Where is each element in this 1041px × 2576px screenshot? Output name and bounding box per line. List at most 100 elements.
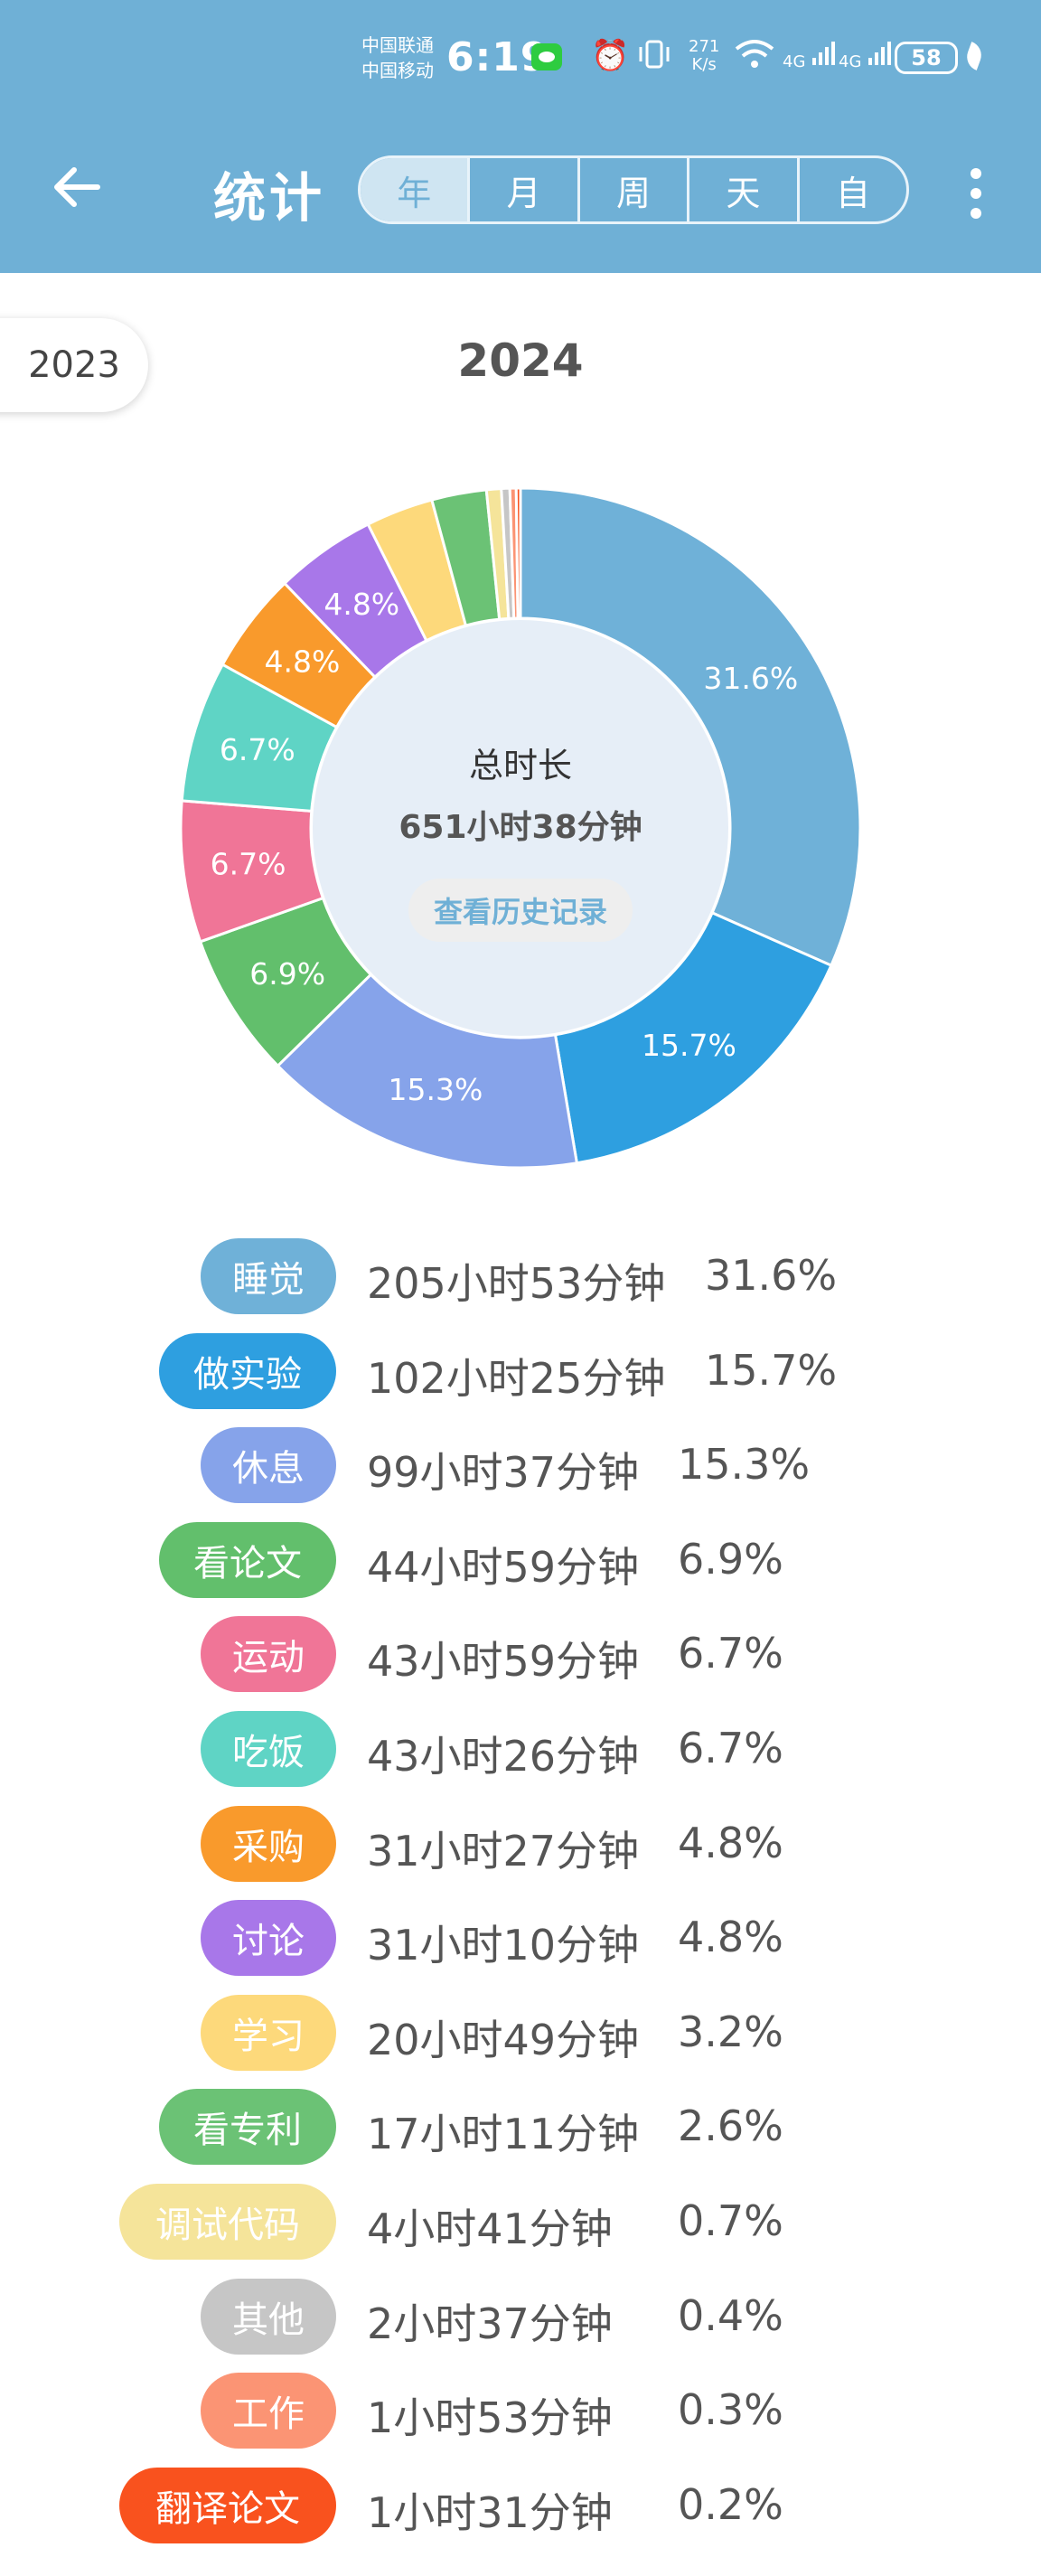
category-duration: 2小时37分钟 bbox=[367, 2299, 613, 2348]
donut-slice[interactable] bbox=[276, 973, 579, 1170]
donut-slice-label: 15.3% bbox=[389, 1072, 483, 1107]
tab-year[interactable]: 年 bbox=[361, 158, 471, 221]
page-title: 统计 bbox=[213, 167, 326, 229]
carrier-info: 中国联通 中国移动 bbox=[361, 33, 434, 83]
category-percent: 3.2% bbox=[678, 2007, 783, 2056]
category-duration: 1小时53分钟 bbox=[367, 2393, 613, 2443]
battery-icon: 58 bbox=[895, 42, 958, 74]
category-pill: 做实验 bbox=[159, 1332, 336, 1409]
more-dot-icon bbox=[971, 208, 981, 219]
battery-level: 58 bbox=[911, 45, 942, 71]
tab-custom[interactable]: 自 bbox=[835, 173, 870, 213]
category-percent: 31.6% bbox=[705, 1251, 838, 1300]
category-pill: 翻译论文 bbox=[119, 2467, 336, 2543]
category-duration: 31小时10分钟 bbox=[367, 1921, 640, 1970]
category-duration: 1小时31分钟 bbox=[367, 2487, 613, 2537]
category-duration: 31小时27分钟 bbox=[367, 1826, 640, 1876]
category-row[interactable]: 学习 20小时49分钟 3.2% bbox=[0, 1994, 1041, 2071]
category-percent: 0.2% bbox=[678, 2479, 783, 2529]
donut-slice[interactable] bbox=[519, 486, 862, 968]
donut-slice-label: 4.8% bbox=[324, 587, 399, 622]
category-row[interactable]: 吃饭 43小时26分钟 6.7% bbox=[0, 1711, 1041, 1787]
donut-slice-label: 31.6% bbox=[703, 661, 798, 696]
view-history-button[interactable]: 查看历史记录 bbox=[408, 879, 633, 942]
back-button[interactable] bbox=[45, 155, 127, 228]
donut-slice-label: 6.9% bbox=[249, 956, 325, 992]
period-tabs: 年 月 周 天 自 bbox=[358, 155, 909, 224]
category-row[interactable]: 采购 31小时27分钟 4.8% bbox=[0, 1805, 1041, 1882]
category-duration: 205小时53分钟 bbox=[367, 1259, 666, 1308]
category-percent: 0.4% bbox=[678, 2290, 783, 2340]
category-duration: 4小时41分钟 bbox=[367, 2205, 613, 2253]
vibrate-icon bbox=[636, 38, 672, 79]
category-percent: 2.6% bbox=[678, 2101, 783, 2151]
category-pill: 调试代码 bbox=[119, 2184, 336, 2260]
carrier-1: 中国联通 bbox=[361, 34, 434, 56]
donut-slice-label: 15.7% bbox=[642, 1028, 736, 1063]
network-speed-value: 271 bbox=[689, 37, 720, 56]
category-duration: 44小时59分钟 bbox=[367, 1542, 640, 1592]
donut-slice[interactable] bbox=[514, 486, 522, 620]
category-duration: 43小时26分钟 bbox=[367, 1732, 640, 1781]
network-speed-unit: K/s bbox=[691, 55, 717, 74]
alarm-icon: ⏰ bbox=[591, 38, 630, 74]
category-row[interactable]: 休息 99小时37分钟 15.3% bbox=[0, 1427, 1041, 1504]
category-percent: 15.3% bbox=[678, 1440, 811, 1490]
category-percent: 6.9% bbox=[678, 1534, 783, 1584]
network-type-1: 4G bbox=[783, 52, 806, 71]
category-pill: 讨论 bbox=[201, 1900, 336, 1977]
category-percent: 0.3% bbox=[678, 2385, 783, 2435]
category-row[interactable]: 看论文 44小时59分钟 6.9% bbox=[0, 1521, 1041, 1598]
category-pill: 吃饭 bbox=[201, 1711, 336, 1787]
category-pill: 睡觉 bbox=[201, 1238, 336, 1314]
category-row[interactable]: 其他 2小时37分钟 0.4% bbox=[0, 2278, 1041, 2355]
category-duration: 20小时49分钟 bbox=[367, 2015, 640, 2064]
more-dot-icon bbox=[971, 188, 981, 199]
wechat-notification-icon bbox=[531, 43, 562, 71]
category-pill: 看论文 bbox=[159, 1521, 336, 1598]
category-row[interactable]: 工作 1小时53分钟 0.3% bbox=[0, 2373, 1041, 2449]
category-percent: 4.8% bbox=[678, 1913, 783, 1962]
signal-1-icon: 4G bbox=[783, 40, 838, 71]
more-options-button[interactable] bbox=[958, 159, 994, 228]
app-header: 中国联通 中国移动 6:19 ⏰ 271 K/s 4G 4G bbox=[0, 0, 1041, 273]
status-time: 6:19 bbox=[446, 34, 549, 80]
category-percent: 4.8% bbox=[678, 1818, 783, 1867]
category-duration: 102小时25分钟 bbox=[367, 1353, 666, 1403]
category-duration: 17小时11分钟 bbox=[367, 2110, 640, 2159]
more-dot-icon bbox=[971, 168, 981, 179]
category-row[interactable]: 睡觉 205小时53分钟 31.6% bbox=[0, 1238, 1041, 1314]
arrow-left-icon bbox=[54, 167, 100, 207]
signal-2-icon: 4G bbox=[839, 40, 894, 71]
current-year: 2024 bbox=[457, 334, 584, 387]
category-pill: 运动 bbox=[201, 1616, 336, 1693]
total-duration: 651小时38分钟 bbox=[399, 809, 642, 846]
tab-month[interactable]: 月 bbox=[470, 158, 580, 221]
category-pill: 其他 bbox=[201, 2278, 336, 2355]
category-row[interactable]: 运动 43小时59分钟 6.7% bbox=[0, 1616, 1041, 1693]
previous-year-button[interactable]: 2023 bbox=[0, 318, 148, 412]
category-duration: 99小时37分钟 bbox=[367, 1448, 640, 1498]
status-bar: 中国联通 中国移动 6:19 ⏰ 271 K/s 4G 4G bbox=[0, 0, 1041, 127]
category-row[interactable]: 讨论 31小时10分钟 4.8% bbox=[0, 1900, 1041, 1977]
category-pill: 看专利 bbox=[159, 2089, 336, 2166]
category-row[interactable]: 调试代码 4小时41分钟 0.7% bbox=[0, 2184, 1041, 2260]
category-row[interactable]: 看专利 17小时11分钟 2.6% bbox=[0, 2089, 1041, 2166]
category-pill: 学习 bbox=[201, 1994, 336, 2071]
donut-slice-label: 4.8% bbox=[265, 644, 341, 679]
category-duration: 43小时59分钟 bbox=[367, 1637, 640, 1687]
category-pill: 休息 bbox=[201, 1427, 336, 1504]
carrier-2: 中国移动 bbox=[361, 60, 434, 81]
wifi-icon bbox=[734, 38, 775, 79]
tab-week[interactable]: 周 bbox=[580, 158, 690, 221]
tab-day[interactable]: 天 bbox=[689, 158, 800, 221]
category-percent: 0.7% bbox=[678, 2196, 783, 2245]
category-percent: 6.7% bbox=[678, 1629, 783, 1678]
power-saving-icon bbox=[962, 42, 986, 71]
category-row[interactable]: 做实验 102小时25分钟 15.7% bbox=[0, 1332, 1041, 1409]
category-pill: 工作 bbox=[201, 2373, 336, 2449]
total-label: 总时长 bbox=[468, 746, 572, 785]
category-row[interactable]: 翻译论文 1小时31分钟 0.2% bbox=[0, 2467, 1041, 2543]
category-pill: 采购 bbox=[201, 1805, 336, 1882]
